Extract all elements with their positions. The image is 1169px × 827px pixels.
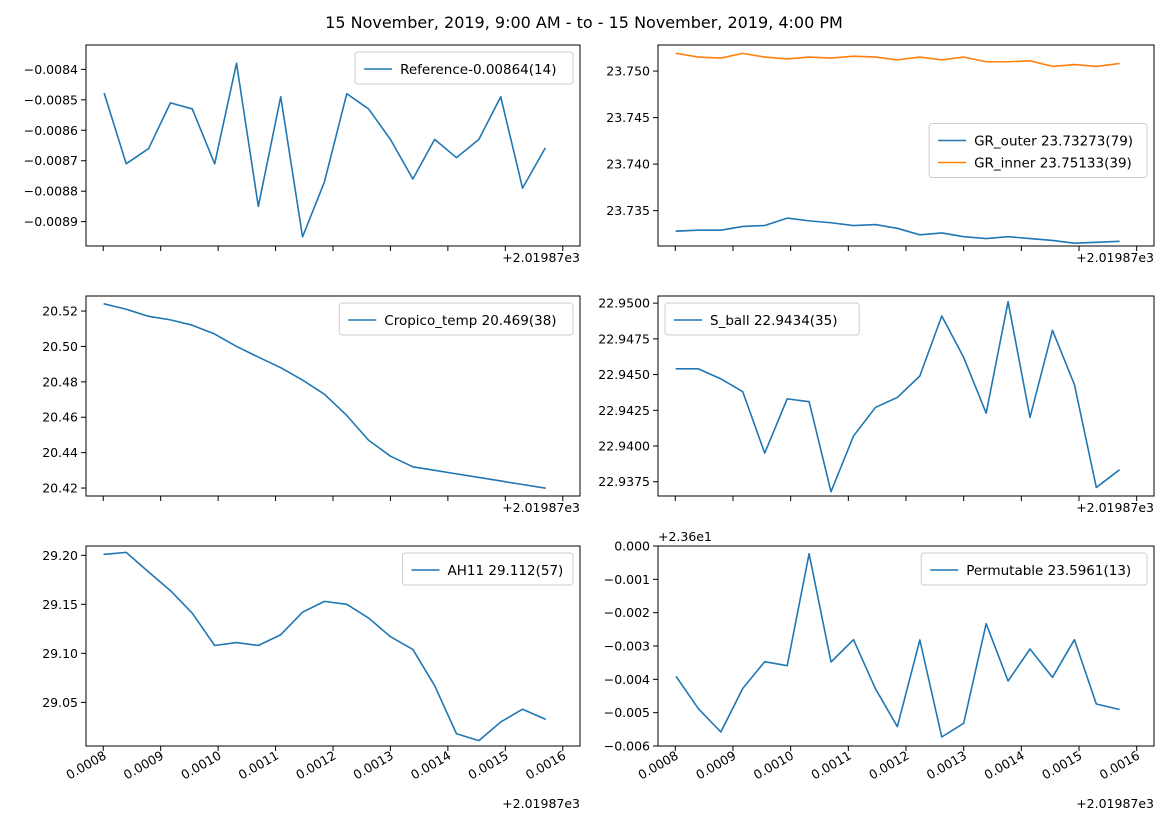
- subplot-1: +2.01987e3 −0.0089 −0.0088 −0.0087 −0.0086 −0…: [24, 44, 581, 265]
- x-tick-label: 0.0011: [808, 748, 853, 783]
- x-offset-label: +2.01987e3: [1076, 500, 1154, 515]
- y-tick-label: 29.05: [42, 695, 78, 710]
- x-offset-label: +2.01987e3: [1076, 796, 1154, 811]
- series-line-2-2: [675, 52, 1120, 68]
- y-tick-label: −0.0086: [24, 123, 78, 138]
- legend: GR_outer 23.73273(79) GR_inner 23.75133(3…: [928, 123, 1148, 178]
- legend: Permutable 23.5961(13): [920, 552, 1148, 586]
- x-tick-label: 0.0014: [408, 748, 453, 783]
- y-tick-label: −0.0089: [24, 214, 78, 229]
- y-tick-label: −0.002: [604, 605, 650, 620]
- y-tick-label: 20.42: [42, 481, 78, 496]
- x-tick-label: 0.0010: [751, 748, 796, 783]
- y-tick-label: 22.9425: [598, 403, 650, 418]
- y-tick-label: −0.001: [604, 572, 650, 587]
- x-tick-label: 0.0011: [236, 748, 281, 783]
- y-tick-label: −0.0085: [24, 92, 78, 107]
- x-tick-label: 0.0008: [63, 748, 108, 783]
- legend-box: [338, 302, 574, 336]
- x-tick-label: 0.0012: [293, 748, 338, 783]
- y-offset-label: +2.36e1: [658, 529, 712, 544]
- legend-box: [928, 123, 1148, 178]
- series-line-1-1: [103, 62, 547, 238]
- y-tick-label: −0.003: [604, 639, 650, 654]
- x-tick-label: 0.0014: [981, 748, 1026, 783]
- legend-entry: GR_inner 23.75133(39): [974, 156, 1132, 172]
- y-tick-label: 23.750: [606, 64, 650, 79]
- subplot-5: 0.0008 0.0009 0.0010 0.0011 0.0012 0.0013 0.00…: [42, 545, 581, 811]
- x-tick-label: 0.0009: [121, 748, 166, 783]
- figure-title: 15 November, 2019, 9:00 AM - to - 15 Nov…: [325, 13, 843, 32]
- x-offset-label: +2.01987e3: [502, 250, 580, 265]
- series-line-5-1: [103, 551, 547, 742]
- x-tick-label: 0.0013: [351, 748, 396, 783]
- x-tick-label: 0.0009: [693, 748, 738, 783]
- subplot-3: +2.01987e3 20.42 20.44 20.46 20.48 20.50 20.52…: [42, 295, 581, 515]
- x-offset-label: +2.01987e3: [1076, 250, 1154, 265]
- y-tick-label: 20.52: [42, 304, 78, 319]
- series-line-2-1: [675, 217, 1120, 245]
- series-line-3-1: [103, 302, 546, 489]
- legend: AH11 29.112(57): [402, 552, 574, 586]
- x-tick-label: 0.0010: [178, 748, 223, 783]
- legend: Reference-0.00864(14): [354, 51, 574, 85]
- legend-box: [402, 552, 574, 586]
- y-tick-label: 20.50: [42, 339, 78, 354]
- y-tick-label: 22.9500: [598, 296, 650, 311]
- legend-entry: AH11 29.112(57): [448, 563, 564, 579]
- y-tick-label: 22.9475: [598, 331, 650, 346]
- y-tick-label: −0.006: [604, 739, 650, 754]
- y-tick-label: 23.740: [606, 157, 650, 172]
- y-tick-label: 0.000: [614, 539, 650, 554]
- y-tick-label: 29.15: [42, 597, 78, 612]
- series-line-6-1: [675, 552, 1120, 738]
- y-tick-label: 22.9400: [598, 439, 650, 454]
- subplot-6: 0.0008 0.0009 0.0010 0.0011 0.0012 0.0013 0.00…: [604, 529, 1155, 811]
- subplot-2: +2.01987e3 23.735 23.740 23.745 23.750 GR_out…: [606, 44, 1155, 265]
- x-tick-label: 0.0012: [866, 748, 911, 783]
- y-tick-label: −0.0084: [24, 62, 78, 77]
- x-tick-label: 0.0016: [523, 748, 568, 783]
- y-tick-label: −0.0088: [24, 184, 78, 199]
- y-tick-label: −0.004: [604, 672, 650, 687]
- y-tick-label: 20.48: [42, 374, 78, 389]
- y-tick-label: 20.44: [42, 445, 78, 460]
- legend-box: [920, 552, 1148, 586]
- x-offset-label: +2.01987e3: [502, 796, 580, 811]
- legend-box: [354, 51, 574, 85]
- x-tick-label: 0.0015: [465, 748, 510, 783]
- y-tick-label: 22.9450: [598, 367, 650, 382]
- y-tick-label: 29.10: [42, 646, 78, 661]
- y-tick-label: −0.005: [604, 705, 650, 720]
- y-tick-label: −0.0087: [24, 153, 78, 168]
- x-tick-label: 0.0016: [1097, 748, 1142, 783]
- legend: S_ball 22.9434(35): [664, 302, 860, 336]
- legend: Cropico_temp 20.469(38): [338, 302, 574, 336]
- y-tick-label: 20.46: [42, 410, 78, 425]
- y-tick-label: 23.745: [606, 110, 650, 125]
- x-tick-label: 0.0013: [924, 748, 969, 783]
- legend-entry: GR_outer 23.73273(79): [974, 134, 1133, 150]
- subplot-4: +2.01987e3 22.9375 22.9400 22.9425 22.9450 22…: [598, 295, 1155, 515]
- x-tick-label: 0.0015: [1039, 748, 1084, 783]
- legend-entry: S_ball 22.9434(35): [710, 313, 838, 329]
- legend-entry: Reference-0.00864(14): [400, 62, 556, 78]
- series-line-4-1: [675, 300, 1120, 493]
- legend-entry: Permutable 23.5961(13): [966, 563, 1131, 579]
- legend-entry: Cropico_temp 20.469(38): [384, 313, 556, 329]
- y-tick-label: 22.9375: [598, 474, 650, 489]
- legend-box: [664, 302, 860, 336]
- x-offset-label: +2.01987e3: [502, 500, 580, 515]
- y-tick-label: 23.735: [606, 203, 650, 218]
- y-tick-label: 29.20: [42, 548, 78, 563]
